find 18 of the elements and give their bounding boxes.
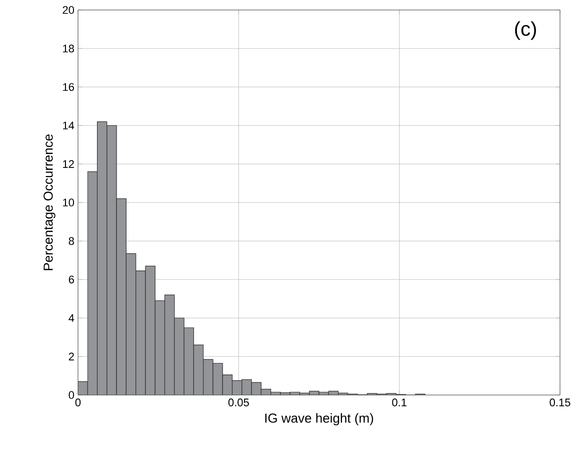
y-tick-label: 10: [63, 198, 74, 206]
y-tick-label: 20: [62, 6, 74, 14]
x-tick-label: 0: [75, 398, 81, 406]
y-axis-title: Percentage Occurrence: [44, 134, 56, 270]
y-tick-label: 18: [63, 44, 74, 52]
annotation: (c): [515, 21, 536, 40]
x-tick-label: 0.1: [392, 398, 406, 406]
y-tick-label: 8: [68, 237, 74, 245]
y-tick-label: 14: [63, 122, 74, 130]
y-tick-label: 16: [63, 83, 74, 91]
y-tick-label: 4: [68, 314, 74, 322]
x-tick-label: 0.05: [228, 398, 249, 406]
y-tick-label: 0: [68, 391, 74, 399]
x-axis-title: IG wave height (m): [265, 413, 374, 426]
x-tick-label: 0.15: [550, 398, 570, 406]
y-tick-label: 6: [68, 276, 74, 284]
y-tick-label: 2: [68, 352, 74, 360]
y-tick-label: 12: [63, 160, 74, 168]
